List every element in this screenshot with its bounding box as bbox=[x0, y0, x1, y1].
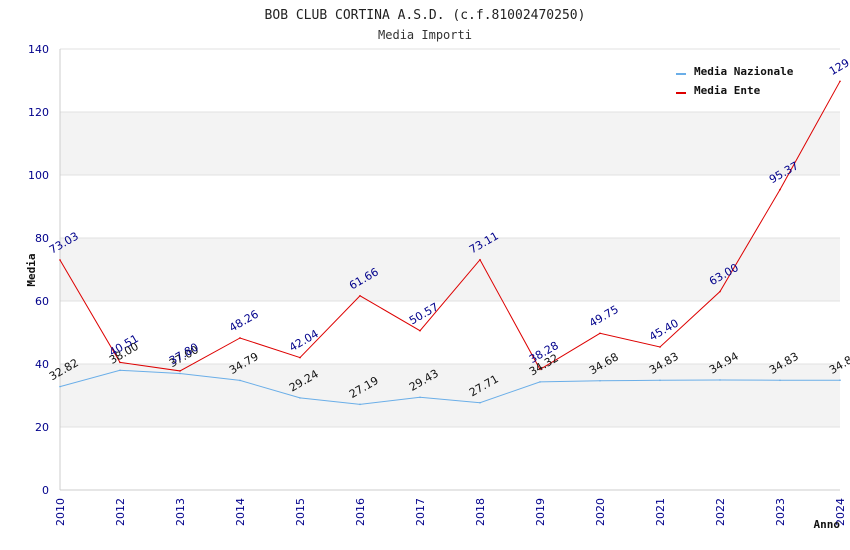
y-tick-label: 40 bbox=[35, 358, 49, 371]
data-point bbox=[119, 361, 121, 364]
y-tick-label: 140 bbox=[28, 43, 49, 56]
y-tick-label: 100 bbox=[28, 169, 49, 182]
grid-band bbox=[60, 238, 840, 301]
data-point bbox=[299, 397, 301, 399]
x-axis-label: Anno bbox=[814, 518, 841, 531]
data-point bbox=[299, 356, 301, 359]
x-tick-label: 2019 bbox=[534, 498, 547, 526]
data-point bbox=[179, 370, 181, 372]
data-point bbox=[539, 381, 541, 383]
data-point bbox=[539, 368, 541, 371]
data-point bbox=[659, 346, 661, 348]
data-point bbox=[839, 379, 841, 382]
series-lines bbox=[59, 80, 841, 406]
data-label: 49.75 bbox=[587, 303, 621, 330]
data-point bbox=[839, 80, 841, 83]
y-tick-label: 120 bbox=[28, 106, 49, 119]
data-point bbox=[599, 379, 601, 382]
series-line-media-ente bbox=[59, 81, 841, 372]
data-label: 34.85 bbox=[827, 350, 850, 377]
data-label: 50.57 bbox=[407, 300, 441, 327]
y-tick-label: 80 bbox=[35, 232, 49, 245]
data-point bbox=[419, 329, 421, 332]
data-point bbox=[479, 258, 481, 261]
chart-subtitle: Media Importi bbox=[378, 28, 472, 42]
x-tick-label: 2014 bbox=[234, 498, 247, 526]
data-point bbox=[239, 337, 241, 339]
x-tick-label: 2024 bbox=[834, 498, 847, 526]
y-tick-label: 0 bbox=[42, 484, 49, 497]
x-tick-label: 2016 bbox=[354, 498, 367, 526]
data-label: 45.40 bbox=[647, 317, 681, 344]
x-tick-label: 2013 bbox=[174, 498, 187, 526]
grid-band bbox=[60, 112, 840, 175]
data-label: 48.26 bbox=[227, 308, 261, 335]
data-point bbox=[779, 188, 781, 191]
x-tick-label: 2022 bbox=[714, 498, 727, 526]
data-point bbox=[479, 401, 481, 404]
data-point bbox=[719, 379, 721, 381]
data-point bbox=[719, 290, 721, 293]
data-label: 129.74 bbox=[827, 47, 850, 78]
data-point bbox=[359, 403, 361, 406]
grid-bands bbox=[60, 112, 840, 427]
y-tick-label: 60 bbox=[35, 295, 49, 308]
data-point bbox=[239, 379, 241, 382]
data-point bbox=[59, 385, 61, 388]
x-tick-label: 2012 bbox=[114, 498, 127, 526]
legend-label-media-ente: Media Ente bbox=[694, 84, 761, 97]
x-tick-label: 2018 bbox=[474, 498, 487, 526]
legend-label-media-nazionale: Media Nazionale bbox=[694, 65, 794, 78]
series-line-media-nazionale bbox=[59, 369, 841, 405]
x-tick-label: 2017 bbox=[414, 498, 427, 526]
x-tick-label: 2010 bbox=[54, 498, 67, 526]
data-point bbox=[119, 369, 121, 372]
x-tick-label: 2021 bbox=[654, 498, 667, 526]
y-tick-labels: 0 20 40 60 80 100 120 140 bbox=[28, 43, 49, 497]
data-point bbox=[59, 259, 61, 261]
data-point bbox=[179, 372, 181, 375]
data-point bbox=[599, 332, 601, 335]
data-point bbox=[419, 396, 421, 399]
data-point bbox=[659, 379, 661, 382]
x-tick-label: 2023 bbox=[774, 498, 787, 526]
x-tick-label: 2020 bbox=[594, 498, 607, 526]
data-point bbox=[359, 294, 361, 297]
y-axis-label: Media bbox=[25, 253, 38, 286]
data-label: 42.04 bbox=[287, 327, 321, 354]
data-point bbox=[779, 379, 781, 382]
y-tick-label: 20 bbox=[35, 421, 49, 434]
chart-title: BOB CLUB CORTINA A.S.D. (c.f.81002470250… bbox=[265, 8, 586, 23]
x-tick-labels: 2010 2012 2013 2014 2015 2016 2017 2018 2019 2020… bbox=[54, 498, 847, 526]
x-tick-label: 2015 bbox=[294, 498, 307, 526]
legend: Media Nazionale Media Ente bbox=[676, 65, 794, 97]
